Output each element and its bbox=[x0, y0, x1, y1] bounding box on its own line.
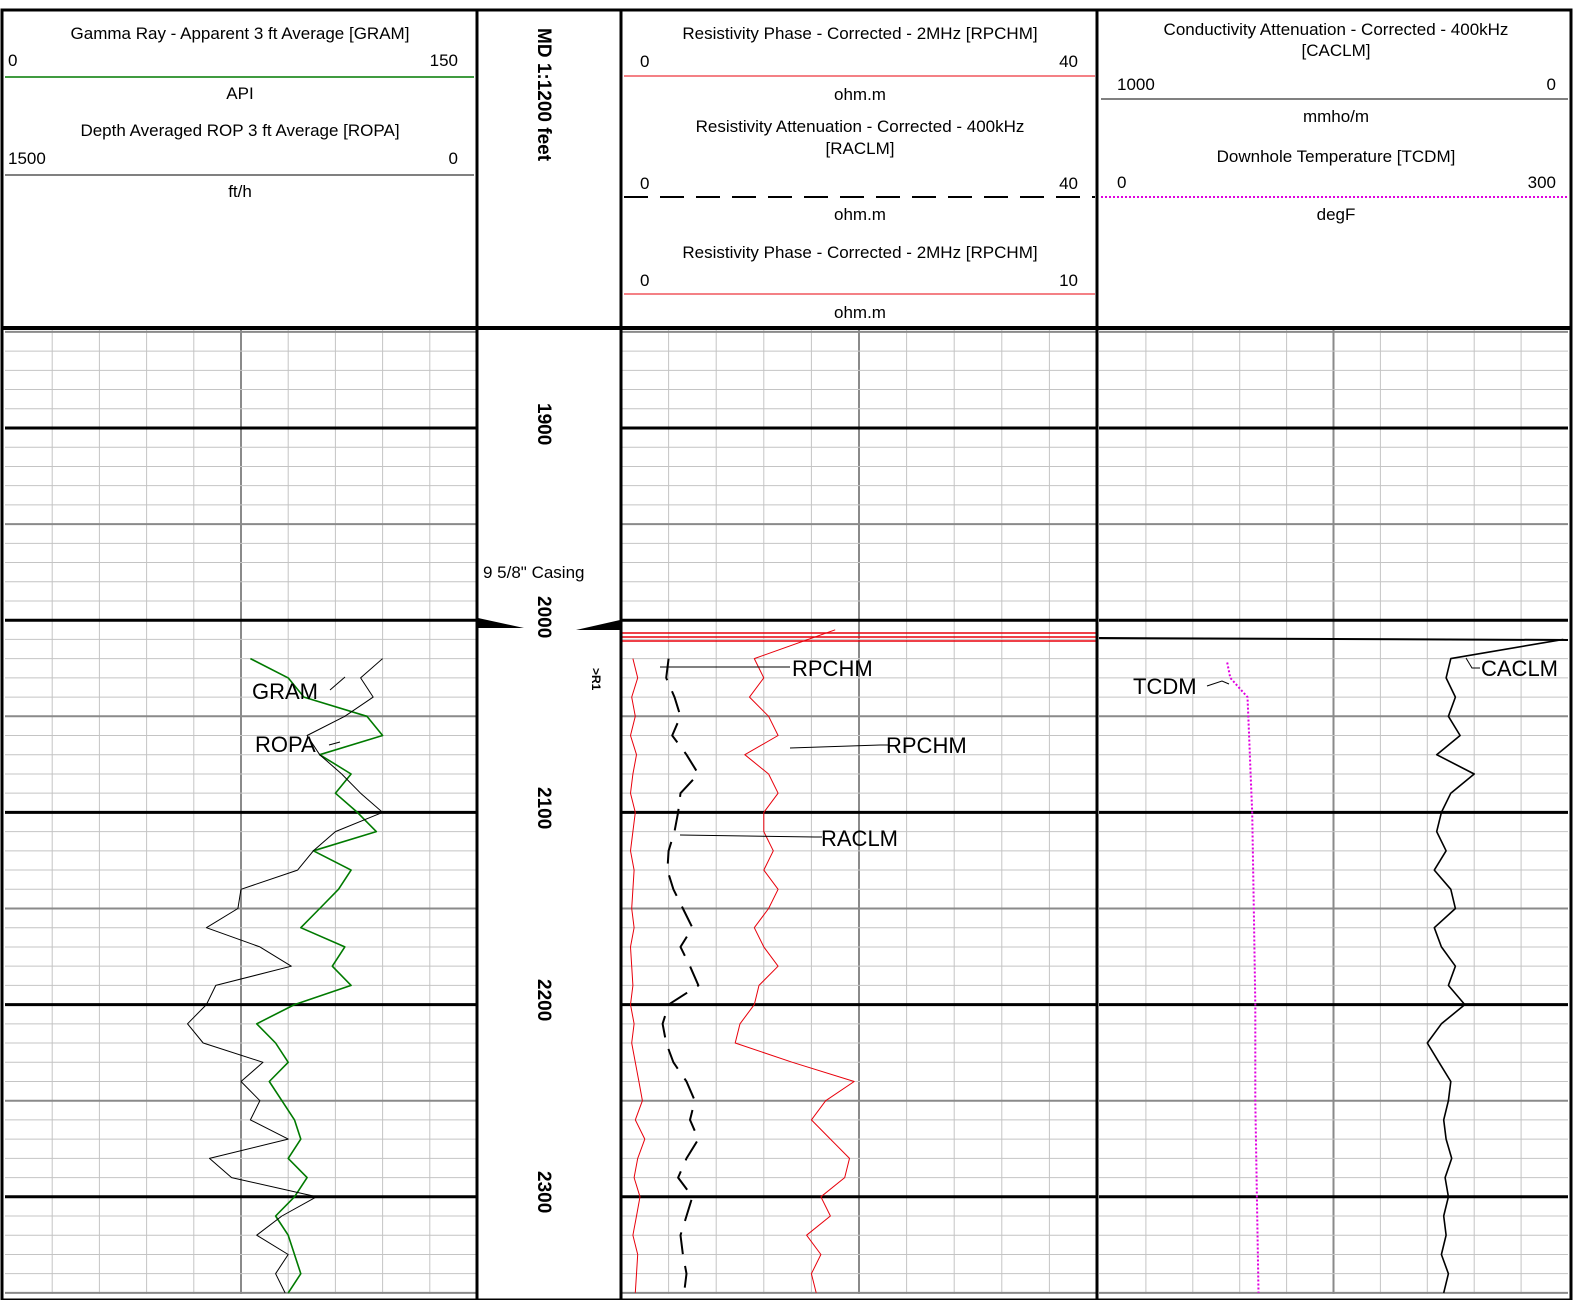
rpchm10-title: Resistivity Phase - Corrected - 2MHz [RP… bbox=[682, 243, 1037, 262]
tcdm-unit: degF bbox=[1317, 205, 1356, 224]
caclm-scale-min: 1000 bbox=[1117, 75, 1155, 94]
caclm-title-mnemonic: [CACLM] bbox=[1302, 41, 1371, 60]
rpchm40-title: Resistivity Phase - Corrected - 2MHz [RP… bbox=[682, 24, 1037, 43]
ropa-unit: ft/h bbox=[228, 182, 252, 201]
casing-label: 9 5/8" Casing bbox=[483, 563, 585, 582]
rpchm10-scale-min: 0 bbox=[640, 271, 649, 290]
raclm-scale-max: 40 bbox=[1059, 174, 1078, 193]
depth-label-2200: 2200 bbox=[533, 979, 554, 1021]
raclm-scale-min: 0 bbox=[640, 174, 649, 193]
caclm-unit: mmho/m bbox=[1303, 107, 1369, 126]
gram-title: Gamma Ray - Apparent 3 ft Average [GRAM] bbox=[71, 24, 410, 43]
tcdm-scale-min: 0 bbox=[1117, 173, 1126, 192]
rpchm40-callout: RPCHM bbox=[886, 733, 967, 758]
tcdm-scale-max: 300 bbox=[1528, 173, 1556, 192]
casing-shoe-right-icon bbox=[576, 620, 620, 630]
caclm-title: Conductivity Attenuation - Corrected - 4… bbox=[1164, 20, 1509, 39]
depth-header: MD 1:1200 feet bbox=[533, 28, 554, 162]
caclm-scale-max: 0 bbox=[1547, 75, 1556, 94]
caclm-callout: CACLM bbox=[1481, 656, 1558, 681]
curve-layer bbox=[188, 630, 1569, 1293]
depth-label-2300: 2300 bbox=[533, 1171, 554, 1213]
depth-label-2000: 2000 bbox=[533, 596, 554, 638]
rpchm40-unit: ohm.m bbox=[834, 85, 886, 104]
gram-scale-min: 0 bbox=[8, 51, 17, 70]
rpchm10-curve bbox=[735, 630, 854, 1293]
depth-track-title: MD 1:1200 feet bbox=[533, 28, 554, 162]
ropa-callout: ROPA bbox=[255, 732, 316, 757]
raclm-title-mnemonic: [RACLM] bbox=[826, 139, 895, 158]
track3-header: Conductivity Attenuation - Corrected - 4… bbox=[1117, 20, 1556, 224]
track-frames bbox=[2, 10, 1571, 1300]
raclm-title: Resistivity Attenuation - Corrected - 40… bbox=[696, 117, 1025, 136]
rpchm10-callout: RPCHM bbox=[792, 656, 873, 681]
ropa-scale-min: 1500 bbox=[8, 149, 46, 168]
rpchm10-unit: ohm.m bbox=[834, 303, 886, 322]
gram-callout: GRAM bbox=[252, 679, 318, 704]
rpchm40-scale-min: 0 bbox=[640, 52, 649, 71]
r1-marker-label: >R1 bbox=[589, 668, 603, 691]
outer-frame bbox=[2, 10, 1571, 1300]
depth-labels: 1900 2000 2100 2200 2300 9 5/8" Casing >… bbox=[483, 403, 603, 1213]
grid-lines bbox=[5, 328, 1568, 1294]
raclm-callout: RACLM bbox=[821, 826, 898, 851]
depth-label-2100: 2100 bbox=[533, 787, 554, 829]
raclm-unit: ohm.m bbox=[834, 205, 886, 224]
tcdm-title: Downhole Temperature [TCDM] bbox=[1217, 147, 1456, 166]
tcdm-callout: TCDM bbox=[1133, 674, 1197, 699]
tcdm-curve bbox=[1227, 663, 1258, 1293]
depth-label-1900: 1900 bbox=[533, 403, 554, 445]
ropa-title: Depth Averaged ROP 3 ft Average [ROPA] bbox=[80, 121, 399, 140]
ropa-scale-max: 0 bbox=[449, 149, 458, 168]
casing-shoe-left-icon bbox=[478, 618, 524, 628]
curve-callouts: GRAM ROPA RPCHM RPCHM RACLM TCDM CACLM bbox=[252, 656, 1558, 851]
rpchm10-scale-max: 10 bbox=[1059, 271, 1078, 290]
track1-header: Gamma Ray - Apparent 3 ft Average [GRAM]… bbox=[8, 24, 458, 201]
rpchm40-scale-max: 40 bbox=[1059, 52, 1078, 71]
gram-unit: API bbox=[226, 84, 253, 103]
gram-scale-max: 150 bbox=[430, 51, 458, 70]
track2-header: Resistivity Phase - Corrected - 2MHz [RP… bbox=[640, 24, 1078, 322]
